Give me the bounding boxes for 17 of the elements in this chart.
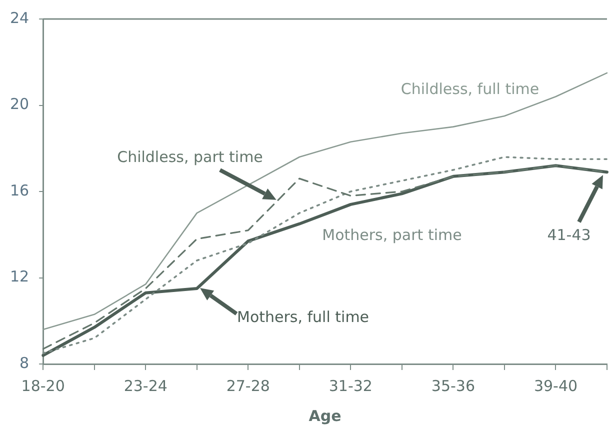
series-label: Childless, full time <box>400 80 540 98</box>
y-tick-label: 12 <box>10 268 30 286</box>
x-tick-label: 23-24 <box>124 376 168 395</box>
y-tick-label: 16 <box>10 181 30 200</box>
annotation: 41-43 <box>547 226 591 244</box>
text: Childless, part time <box>117 148 263 166</box>
y-tick-label: 8 <box>20 354 30 372</box>
text: Mothers, full time <box>237 308 370 326</box>
x-tick-label: 39-40 <box>534 376 578 395</box>
series-label: Mothers, part time <box>322 226 462 244</box>
x-tick-label: 27-28 <box>226 376 270 395</box>
x-tick-label: 35-36 <box>431 376 475 395</box>
y-tick-label: 24 <box>10 8 30 27</box>
x-axis-title: Age <box>308 406 342 425</box>
x-tick-label: 31-32 <box>328 376 372 395</box>
y-tick-label: 20 <box>10 95 30 114</box>
x-tick-label: 18-20 <box>21 376 65 395</box>
